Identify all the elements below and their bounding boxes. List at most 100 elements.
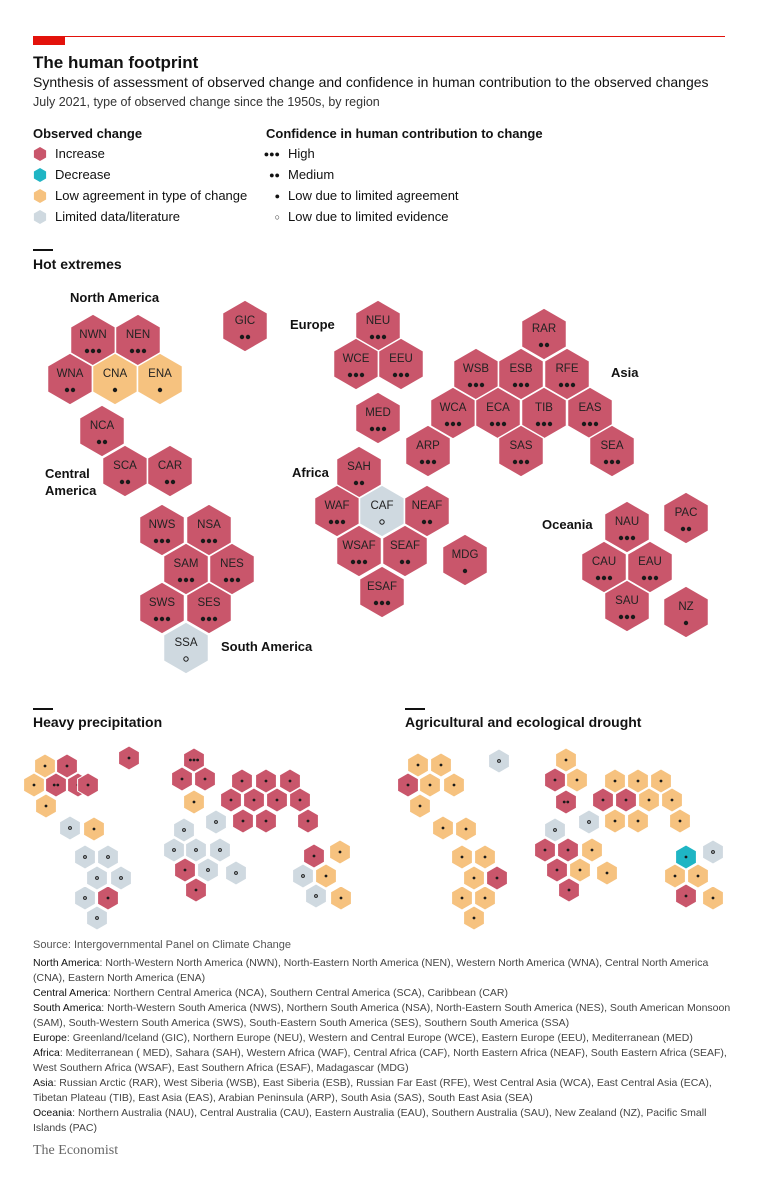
small-hex-tile bbox=[558, 877, 580, 903]
small-hex-tile bbox=[544, 767, 566, 793]
hex-code-label: ESB bbox=[509, 363, 532, 375]
small-hex-tile bbox=[225, 860, 247, 886]
legend-confidence-item: ●●● High bbox=[258, 146, 315, 161]
hex-tile-ssa: SSA bbox=[162, 621, 210, 675]
legend-observed-label: Increase bbox=[55, 146, 105, 161]
small-hex-tile bbox=[702, 885, 724, 911]
legend-confidence-item: ○ Low due to limited evidence bbox=[258, 209, 449, 224]
small-hex-tile bbox=[303, 843, 325, 869]
hex-code-label: CAF bbox=[371, 500, 394, 512]
hex-code-label: SAM bbox=[174, 558, 199, 570]
section-title-heavy-precipitation: Heavy precipitation bbox=[33, 714, 163, 730]
hex-code-label: NEU bbox=[366, 315, 390, 327]
small-hex-tile bbox=[232, 808, 254, 834]
small-hex-tile bbox=[97, 885, 119, 911]
section-rule-precip bbox=[33, 708, 53, 710]
hex-tile-wce: WCE bbox=[332, 337, 380, 391]
hex-tile-sam: SAM bbox=[162, 542, 210, 596]
region-group-label: Oceania bbox=[542, 517, 593, 532]
region-group-label: South America bbox=[221, 639, 313, 654]
legend-observed-item: Increase bbox=[33, 146, 105, 161]
small-hex-tile bbox=[474, 885, 496, 911]
small-hex-tile bbox=[297, 808, 319, 834]
region-note-key: South America bbox=[33, 1002, 102, 1014]
hex-code-label: EEU bbox=[389, 353, 413, 365]
hex-code-label: SES bbox=[197, 597, 220, 609]
small-hex-tile bbox=[569, 857, 591, 883]
hex-tile-sea: SEA bbox=[588, 424, 636, 478]
small-hex-tile bbox=[289, 787, 311, 813]
hex-tile-rar: RAR bbox=[520, 307, 568, 361]
small-hex-tile bbox=[432, 815, 454, 841]
small-hex-tile bbox=[687, 863, 709, 889]
hex-tile-neu: NEU bbox=[354, 299, 402, 353]
region-note-text: : Northern Australia (NAU), Central Aust… bbox=[33, 1107, 707, 1134]
small-hex-tile bbox=[702, 839, 724, 865]
small-hex-tile bbox=[329, 839, 351, 865]
region-note-text: : North-Western South America (NWS), Nor… bbox=[33, 1002, 731, 1029]
legend-confidence-item: ●● Medium bbox=[258, 167, 334, 182]
small-hex-tile bbox=[451, 885, 473, 911]
hex-code-label: SSA bbox=[174, 637, 197, 649]
small-hex-tile bbox=[77, 772, 99, 798]
hex-code-label: ESAF bbox=[367, 581, 397, 593]
economist-logo: The Economist bbox=[33, 1143, 119, 1158]
small-hex-tile bbox=[330, 885, 352, 911]
hex-code-label: WNA bbox=[57, 368, 84, 380]
hex-code-label: ARP bbox=[416, 440, 440, 452]
region-note-text: : Northern Central America (NCA), Southe… bbox=[107, 987, 509, 999]
hex-tile-sws: SWS bbox=[138, 581, 186, 635]
chart-title: The human footprint bbox=[33, 53, 199, 72]
brand-red-tab bbox=[33, 36, 65, 45]
hex-code-label: NZ bbox=[678, 601, 693, 613]
small-hex-tile bbox=[97, 844, 119, 870]
small-hex-tile bbox=[83, 816, 105, 842]
small-hex-tile bbox=[661, 787, 683, 813]
hex-code-label: SWS bbox=[149, 597, 176, 609]
hex-tile-nws: NWS bbox=[138, 503, 186, 557]
hex-code-label: SCA bbox=[113, 460, 137, 472]
small-hex-tile bbox=[627, 808, 649, 834]
region-note: Africa: Mediterranean ( MED), Sahara (SA… bbox=[33, 1046, 733, 1076]
hex-code-label: SAH bbox=[347, 461, 371, 473]
hex-code-label: WAF bbox=[324, 500, 349, 512]
legend-observed-label: Limited data/literature bbox=[55, 209, 181, 224]
chart-dek: July 2021, type of observed change since… bbox=[33, 95, 380, 109]
section-title-hot-extremes: Hot extremes bbox=[33, 256, 122, 272]
small-hex-tile bbox=[86, 865, 108, 891]
section-title-drought: Agricultural and ecological drought bbox=[405, 714, 642, 730]
source-note: Source: Intergovernmental Panel on Clima… bbox=[33, 939, 292, 951]
region-note: South America: North-Western South Ameri… bbox=[33, 1001, 733, 1031]
small-hex-tile bbox=[110, 865, 132, 891]
small-hex-tile bbox=[185, 877, 207, 903]
region-note: Central America: Northern Central Americ… bbox=[33, 986, 733, 1001]
small-hex-tile bbox=[163, 837, 185, 863]
hex-code-label: SEAF bbox=[390, 540, 420, 552]
hex-tile-ses: SES bbox=[185, 581, 233, 635]
hex-code-label: EAU bbox=[638, 556, 662, 568]
legend-observed-title: Observed change bbox=[33, 126, 143, 141]
heavy-precipitation-map bbox=[23, 745, 352, 931]
region-group-label: Asia bbox=[611, 365, 639, 380]
small-hex-tile bbox=[463, 865, 485, 891]
hex-code-label: CAU bbox=[592, 556, 616, 568]
hex-code-label: NWS bbox=[149, 519, 176, 531]
hex-code-label: NWN bbox=[79, 329, 106, 341]
small-hex-tile bbox=[474, 844, 496, 870]
hex-code-label: RFE bbox=[556, 363, 579, 375]
legend-observed-item: Limited data/literature bbox=[33, 209, 180, 224]
hex-code-label: WSB bbox=[463, 363, 490, 375]
small-hex-tile bbox=[185, 837, 207, 863]
hex-tile-sau: SAU bbox=[603, 579, 651, 633]
hex-code-label: RAR bbox=[532, 323, 556, 335]
hex-code-label: SAU bbox=[615, 595, 639, 607]
small-hex-tile bbox=[56, 753, 78, 779]
hex-tile-med: MED bbox=[354, 391, 402, 445]
small-hex-tile bbox=[578, 809, 600, 835]
hex-code-label: NEN bbox=[126, 329, 150, 341]
hexagon-icon bbox=[33, 167, 47, 182]
legend-confidence-item: ● Low due to limited agreement bbox=[258, 188, 459, 203]
small-hex-tile bbox=[592, 787, 614, 813]
small-hex-tile bbox=[292, 863, 314, 889]
region-notes: North America: North-Western North Ameri… bbox=[33, 956, 733, 1136]
